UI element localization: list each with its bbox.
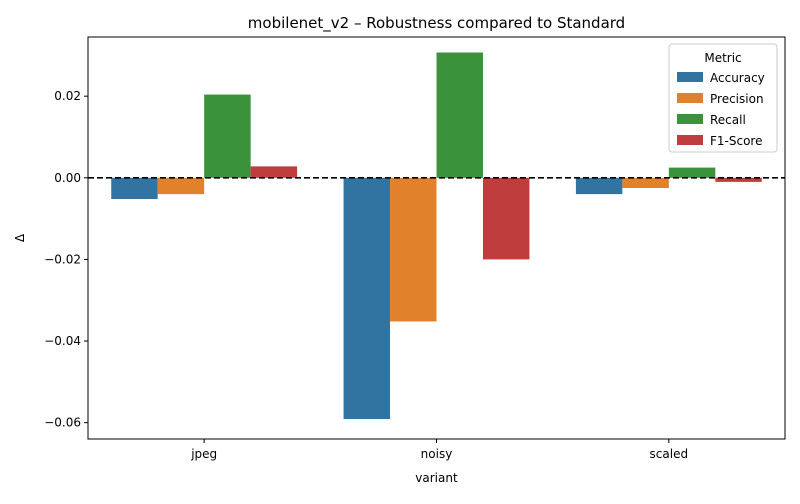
bar-precision-scaled xyxy=(622,177,669,188)
x-tick-label: scaled xyxy=(650,447,689,461)
y-axis: −0.06 −0.04 −0.02 0.00 0.02 xyxy=(44,89,88,430)
bar-recall-noisy xyxy=(436,52,483,178)
legend-label-f1-score: F1-Score xyxy=(710,134,762,148)
bar-recall-jpeg xyxy=(204,94,251,178)
bar-f1-score-scaled xyxy=(715,177,762,182)
legend-swatch-precision xyxy=(677,93,703,103)
bar-precision-noisy xyxy=(390,177,437,322)
legend: Metric Accuracy Precision Recall F1-Score xyxy=(668,43,778,153)
legend-label-precision: Precision xyxy=(710,92,764,106)
bar-precision-jpeg xyxy=(157,177,205,195)
x-tick-label: jpeg xyxy=(190,447,217,461)
bar-accuracy-noisy xyxy=(343,177,391,419)
legend-title: Metric xyxy=(704,51,741,65)
y-axis-label: Δ xyxy=(13,233,27,242)
legend-swatch-f1-score xyxy=(677,135,703,145)
chart-title: mobilenet_v2 – Robustness compared to St… xyxy=(248,14,625,33)
bar-f1-score-noisy xyxy=(482,177,530,260)
x-tick-label: noisy xyxy=(421,447,453,461)
bar-f1-score-jpeg xyxy=(250,166,298,178)
bars-layer xyxy=(111,52,762,419)
bar-accuracy-jpeg xyxy=(111,177,158,200)
x-axis-label: variant xyxy=(415,471,458,485)
y-tick-label: −0.06 xyxy=(44,416,81,430)
y-tick-label: 0.00 xyxy=(54,171,81,185)
y-tick-label: −0.02 xyxy=(44,252,81,266)
bar-recall-scaled xyxy=(668,167,716,178)
legend-label-accuracy: Accuracy xyxy=(710,71,765,85)
legend-label-recall: Recall xyxy=(710,113,746,127)
y-tick-label: 0.02 xyxy=(54,89,81,103)
legend-swatch-recall xyxy=(677,114,703,124)
legend-box xyxy=(668,43,778,153)
x-axis: jpeg noisy scaled xyxy=(190,439,688,461)
y-tick-label: −0.04 xyxy=(44,334,81,348)
legend-swatch-accuracy xyxy=(677,72,703,82)
bar-accuracy-scaled xyxy=(575,177,623,195)
